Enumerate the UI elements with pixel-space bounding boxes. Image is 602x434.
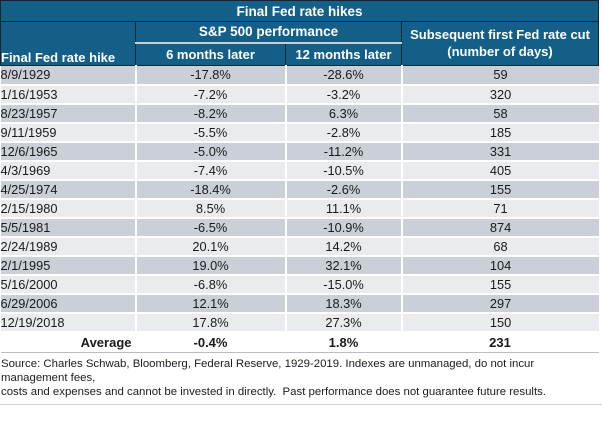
table-row: 6/29/2006 12.1% 18.3% 297 <box>0 293 599 314</box>
cell-12mo: -3.2% <box>285 84 403 105</box>
col-header-12-months-later: 12 months later <box>285 41 402 66</box>
cell-days: 297 <box>401 293 599 314</box>
average-days-value: 231 <box>401 331 599 353</box>
cell-12mo: 27.3% <box>285 312 403 333</box>
cell-days: 155 <box>401 179 599 200</box>
figure-bottom-rule <box>0 404 602 405</box>
cell-12mo: -28.6% <box>285 65 403 86</box>
col-header-6-months-later: 6 months later <box>135 41 286 66</box>
source-note-line1: Source: Charles Schwab, Bloomberg, Feder… <box>1 358 535 384</box>
cell-date: 4/3/1969 <box>0 160 137 181</box>
cell-6mo: 17.8% <box>135 312 287 333</box>
table-row: 12/19/2018 17.8% 27.3% 150 <box>0 312 599 333</box>
cell-6mo: -7.2% <box>135 84 287 105</box>
col-header-subsequent-rate-cut-line1: Subsequent first Fed rate cut <box>410 26 590 42</box>
cell-12mo: 6.3% <box>285 103 403 124</box>
cell-6mo: -8.2% <box>135 103 287 124</box>
col-header-final-fed-rate-hike: Final Fed rate hike <box>0 21 136 66</box>
cell-12mo: 32.1% <box>285 255 403 276</box>
cell-6mo: -6.8% <box>135 274 287 295</box>
title-row: Final Fed rate hikes <box>0 0 600 22</box>
table-row: 2/15/1980 8.5% 11.1% 71 <box>0 198 599 219</box>
cell-6mo: -7.4% <box>135 160 287 181</box>
cell-12mo: -2.8% <box>285 122 403 143</box>
cell-date: 6/29/2006 <box>0 293 137 314</box>
cell-date: 8/9/1929 <box>0 65 137 86</box>
cell-date: 2/24/1989 <box>0 236 137 257</box>
cell-days: 874 <box>401 217 599 238</box>
cell-12mo: -15.0% <box>285 274 403 295</box>
table-row: 8/9/1929 -17.8% -28.6% 59 <box>0 65 599 86</box>
table-row: 2/1/1995 19.0% 32.1% 104 <box>0 255 599 276</box>
cell-6mo: 20.1% <box>135 236 287 257</box>
cell-days: 71 <box>401 198 599 219</box>
cell-date: 1/16/1953 <box>0 84 137 105</box>
cell-date: 12/6/1965 <box>0 141 137 162</box>
cell-12mo: -11.2% <box>285 141 403 162</box>
cell-12mo: -10.9% <box>285 217 403 238</box>
cell-6mo: 12.1% <box>135 293 287 314</box>
cell-days: 104 <box>401 255 599 276</box>
average-12mo-value: 1.8% <box>285 331 402 353</box>
cell-days: 150 <box>401 312 599 333</box>
cell-12mo: -10.5% <box>285 160 403 181</box>
cell-6mo: 8.5% <box>135 198 287 219</box>
cell-date: 4/25/1974 <box>0 179 137 200</box>
cell-date: 5/5/1981 <box>0 217 137 238</box>
cell-6mo: -17.8% <box>135 65 287 86</box>
cell-6mo: -18.4% <box>135 179 287 200</box>
average-6mo-value: -0.4% <box>135 331 286 353</box>
cell-days: 155 <box>401 274 599 295</box>
cell-6mo: 19.0% <box>135 255 287 276</box>
col-header-subsequent-rate-cut-line2: (number of days) <box>447 43 553 59</box>
table-average-section: Average -0.4% 1.8% 231 <box>0 331 599 353</box>
table-title: Final Fed rate hikes <box>0 0 600 22</box>
cell-6mo: -5.0% <box>135 141 287 162</box>
table-row: 12/6/1965 -5.0% -11.2% 331 <box>0 141 599 162</box>
average-label: Average <box>0 331 136 353</box>
table-row: 5/5/1981 -6.5% -10.9% 874 <box>0 217 599 238</box>
table-body: 8/9/1929 -17.8% -28.6% 59 1/16/1953 -7.2% -3.2… <box>0 65 599 333</box>
table-row: 5/16/2000 -6.8% -15.0% 155 <box>0 274 599 295</box>
cell-date: 12/19/2018 <box>0 312 137 333</box>
source-note-line2: costs and expenses and cannot be investe… <box>1 386 546 398</box>
header-sub-row: 6 months later 12 months later <box>1 41 599 66</box>
cell-12mo: 18.3% <box>285 293 403 314</box>
cell-date: 2/1/1995 <box>0 255 137 276</box>
cell-date: 9/11/1959 <box>0 122 137 143</box>
cell-date: 2/15/1980 <box>0 198 137 219</box>
table-row: 1/16/1953 -7.2% -3.2% 320 <box>0 84 599 105</box>
table-row: 4/3/1969 -7.4% -10.5% 405 <box>0 160 599 181</box>
source-note: Source: Charles Schwab, Bloomberg, Feder… <box>0 357 602 399</box>
cell-days: 185 <box>401 122 599 143</box>
cell-date: 8/23/1957 <box>0 103 137 124</box>
header-group-row: Final Fed rate hike S&P 500 performance … <box>0 21 600 66</box>
cell-12mo: 11.1% <box>285 198 403 219</box>
cell-12mo: 14.2% <box>285 236 403 257</box>
table-header: Final Fed rate hikes Final Fed rate hike… <box>0 0 600 66</box>
cell-days: 59 <box>401 65 599 86</box>
table-row: 9/11/1959 -5.5% -2.8% 185 <box>0 122 599 143</box>
table-row: 8/23/1957 -8.2% 6.3% 58 <box>0 103 599 124</box>
cell-days: 405 <box>401 160 599 181</box>
fed-rate-hikes-table: Final Fed rate hikes Final Fed rate hike… <box>0 0 600 353</box>
table-row: 2/24/1989 20.1% 14.2% 68 <box>0 236 599 257</box>
table-row: 4/25/1974 -18.4% -2.6% 155 <box>0 179 599 200</box>
cell-days: 58 <box>401 103 599 124</box>
cell-6mo: -6.5% <box>135 217 287 238</box>
cell-days: 331 <box>401 141 599 162</box>
cell-days: 320 <box>401 84 599 105</box>
col-header-subsequent-rate-cut: Subsequent first Fed rate cut (number of… <box>400 21 600 66</box>
average-row: Average -0.4% 1.8% 231 <box>0 331 599 353</box>
cell-6mo: -5.5% <box>135 122 287 143</box>
cell-days: 68 <box>401 236 599 257</box>
col-header-sp500-performance: S&P 500 performance <box>135 21 402 43</box>
cell-date: 5/16/2000 <box>0 274 137 295</box>
cell-12mo: -2.6% <box>285 179 403 200</box>
